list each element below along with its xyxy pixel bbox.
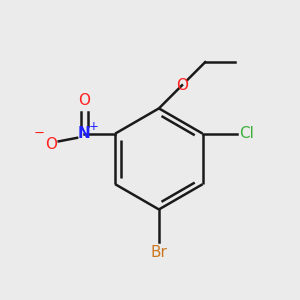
Text: +: + xyxy=(89,120,99,133)
Text: N: N xyxy=(78,126,91,141)
Text: −: − xyxy=(34,127,45,140)
Text: O: O xyxy=(78,94,90,109)
Text: Cl: Cl xyxy=(239,126,254,141)
Text: Br: Br xyxy=(151,244,167,260)
Text: O: O xyxy=(46,137,58,152)
Text: O: O xyxy=(176,78,188,93)
